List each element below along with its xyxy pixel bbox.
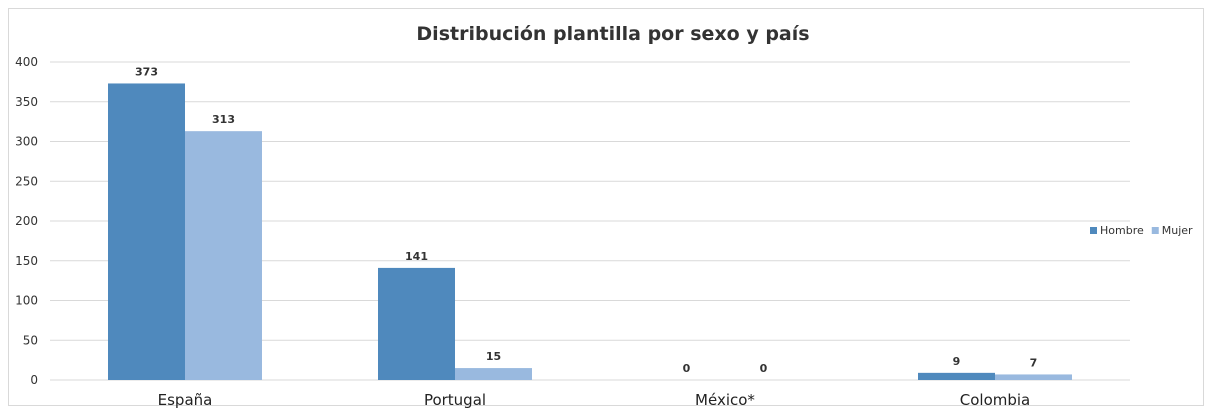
y-tick-label: 350: [15, 95, 38, 109]
x-tick-label: Portugal: [424, 391, 486, 409]
bars: [108, 83, 1072, 380]
data-label: 9: [953, 355, 961, 368]
y-tick-label: 300: [15, 135, 38, 149]
data-label: 0: [683, 362, 691, 375]
x-tick-label: México*: [695, 391, 755, 409]
data-label: 7: [1030, 356, 1038, 369]
legend-label-hombre: Hombre: [1100, 224, 1144, 237]
bar-mujer-0: [185, 131, 262, 380]
y-tick-label: 0: [30, 373, 38, 387]
bar-mujer-3: [995, 374, 1072, 380]
bar-hombre-0: [108, 83, 185, 380]
legend-label-mujer: Mujer: [1162, 224, 1193, 237]
y-axis: 0 50 100 150 200 250 300 350 400: [15, 55, 38, 387]
data-label: 141: [405, 250, 428, 263]
legend: Hombre Mujer: [1090, 224, 1193, 237]
bar-hombre-3: [918, 372, 995, 380]
bar-mujer-1: [455, 368, 532, 380]
data-label: 313: [212, 113, 235, 126]
x-tick-label: España: [158, 391, 213, 409]
chart-title: Distribución plantilla por sexo y país: [416, 23, 809, 45]
data-label: 15: [486, 350, 501, 363]
y-tick-label: 50: [23, 333, 38, 347]
x-axis: España Portugal México* Colombia: [158, 391, 1031, 409]
legend-swatch-mujer: [1151, 227, 1159, 234]
data-labels: 373 313 141 15 0 0 9 7: [135, 65, 1037, 375]
y-tick-label: 150: [15, 254, 38, 268]
y-tick-label: 400: [15, 55, 38, 69]
y-tick-label: 200: [15, 214, 38, 228]
data-label: 373: [135, 65, 158, 78]
y-tick-label: 250: [15, 174, 38, 188]
legend-swatch-hombre: [1090, 227, 1097, 234]
x-tick-label: Colombia: [960, 391, 1031, 409]
bar-hombre-1: [378, 267, 455, 380]
data-label: 0: [760, 362, 768, 375]
y-tick-label: 100: [15, 294, 38, 308]
